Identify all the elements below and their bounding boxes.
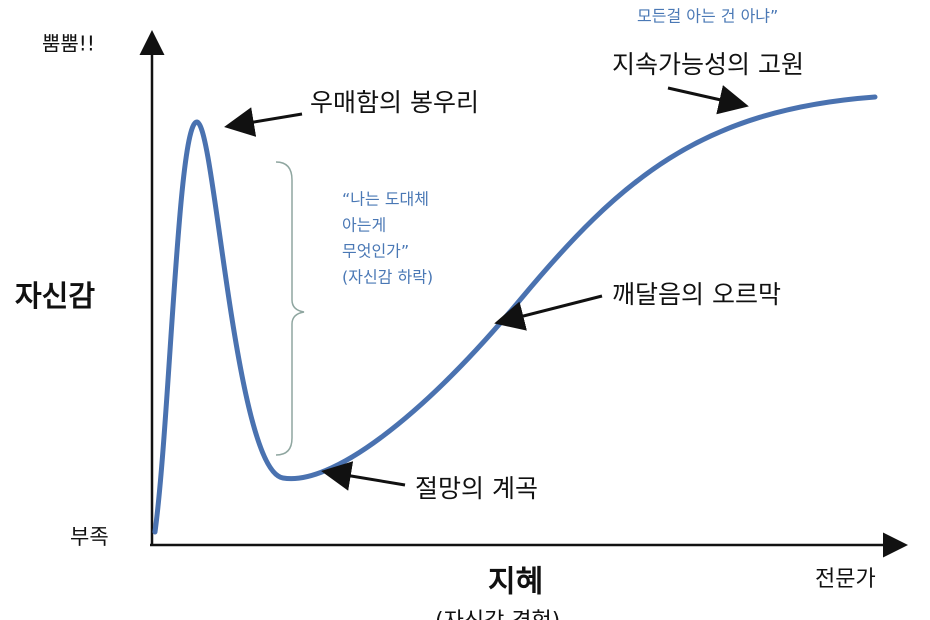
y-title: 자신감 — [15, 279, 95, 313]
stage-label: 우매함의 봉우리 — [310, 88, 479, 117]
confidence-curve — [152, 94, 878, 535]
x-subtitle: (자신감 경험) — [435, 609, 560, 620]
bracket — [275, 161, 305, 456]
stage-label: 절망의 계곡 — [415, 474, 538, 503]
y-top-label: 뿜뿜!! — [42, 32, 95, 56]
stage-label: 깨달음의 오르막 — [612, 280, 781, 309]
x-right-label: 전문가 — [815, 567, 876, 592]
quote-line: 모든걸 아는 건 아냐” — [637, 7, 778, 26]
quote-line: 아는게 — [342, 216, 386, 235]
arrow — [667, 85, 749, 115]
arrow — [224, 107, 303, 137]
quote-line: “나는 도대체 — [342, 190, 429, 209]
x-title: 지혜 — [488, 565, 543, 600]
quote-line: 무엇인가” — [342, 242, 409, 261]
arrow — [321, 461, 406, 491]
y-bottom-label: 부족 — [70, 525, 109, 549]
stage-label: 지속가능성의 고원 — [612, 50, 804, 79]
arrow — [494, 294, 603, 331]
quote-line: (자신감 하락) — [342, 268, 433, 287]
